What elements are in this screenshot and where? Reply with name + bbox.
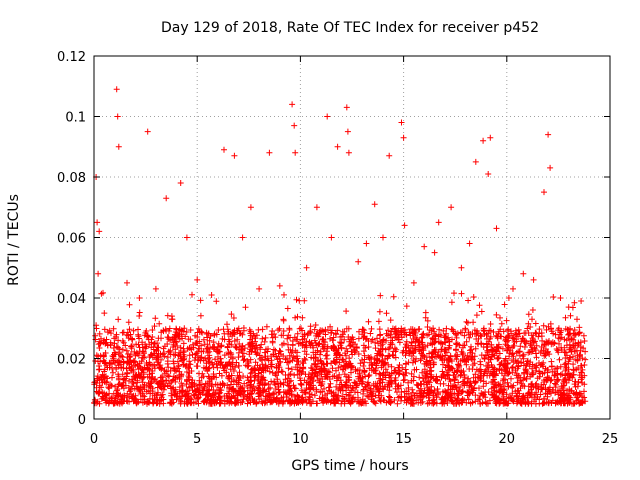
roti-point [163,195,170,202]
roti-point [493,225,500,232]
roti-point [95,270,102,277]
y-tick-label: 0.06 [57,232,86,247]
roti-point [96,228,103,235]
x-tick-label: 10 [292,432,309,447]
y-tick-label: 0.08 [57,171,86,186]
roti-point [380,234,386,241]
y-axis-ticks: 0 0.02 0.04 0.06 0.08 0.1 0.12 [57,50,610,428]
roti-point [510,285,516,292]
roti-point [94,219,101,226]
roti-point [113,86,120,93]
roti-point [398,119,405,126]
roti-point [183,234,190,241]
roti-point [313,204,320,211]
roti-dense-points [91,289,589,407]
roti-point [334,143,341,150]
x-tick-label: 15 [395,432,412,447]
roti-point [344,128,351,135]
roti-point [221,146,227,153]
data-points [91,86,589,407]
roti-point [276,282,283,289]
roti-point [363,240,370,247]
roti-point [547,164,554,171]
roti-point [541,189,547,196]
roti-point [152,285,159,292]
roti-point [574,316,580,323]
x-tick-label: 25 [602,432,619,447]
grid-lines [94,56,610,419]
roti-point [194,276,201,283]
x-tick-label: 0 [90,432,98,447]
roti-point [480,137,487,144]
roti-point [472,158,479,165]
roti-point [208,292,215,298]
x-axis-label: GPS time / hours [291,458,408,474]
y-tick-label: 0.1 [65,111,86,126]
roti-point [177,180,184,186]
roti-point [520,270,527,277]
roti-point [256,285,263,292]
roti-point [410,279,417,286]
roti-point [289,101,296,108]
roti-point [371,201,378,208]
x-tick-label: 5 [193,432,201,447]
roti-point [386,152,393,159]
roti-point [324,113,331,120]
roti-point [421,243,428,250]
y-axis-label: ROTI / TECUs [6,194,22,286]
roti-point [578,298,585,304]
roti-point [292,149,299,156]
roti-point [345,149,352,156]
roti-point [124,279,130,286]
roti-point [400,134,407,141]
x-axis-ticks: 0 5 10 15 20 25 [90,56,618,447]
roti-point [144,128,151,135]
roti-point [169,316,176,323]
roti-point [303,264,310,271]
roti-point [401,222,408,229]
x-tick-label: 20 [499,432,516,447]
y-tick-label: 0.02 [57,353,86,368]
roti-point [565,304,572,311]
chart-title: Day 129 of 2018, Rate Of TEC Index for r… [161,20,539,36]
roti-point [231,152,238,159]
roti-point [448,204,455,211]
roti-point [530,276,537,283]
roti-point [343,104,350,111]
roti-point [266,149,273,156]
roti-point [355,258,362,265]
roti-point [239,234,246,241]
roti-point [136,295,143,301]
roti-point [435,219,442,226]
roti-point [115,143,122,150]
roti-point [466,240,473,247]
roti-point [557,295,564,301]
roti-point [458,264,465,271]
roti-point [101,310,108,317]
y-tick-label: 0.12 [57,50,86,65]
roti-point [485,171,492,177]
y-tick-label: 0.04 [57,292,86,307]
roti-point [431,249,438,256]
roti-point [328,234,335,241]
roti-point [247,204,254,211]
roti-point [114,113,121,120]
roti-point [487,134,494,141]
y-tick-label: 0 [78,413,86,428]
roti-point [291,122,298,129]
roti-point [545,131,552,138]
